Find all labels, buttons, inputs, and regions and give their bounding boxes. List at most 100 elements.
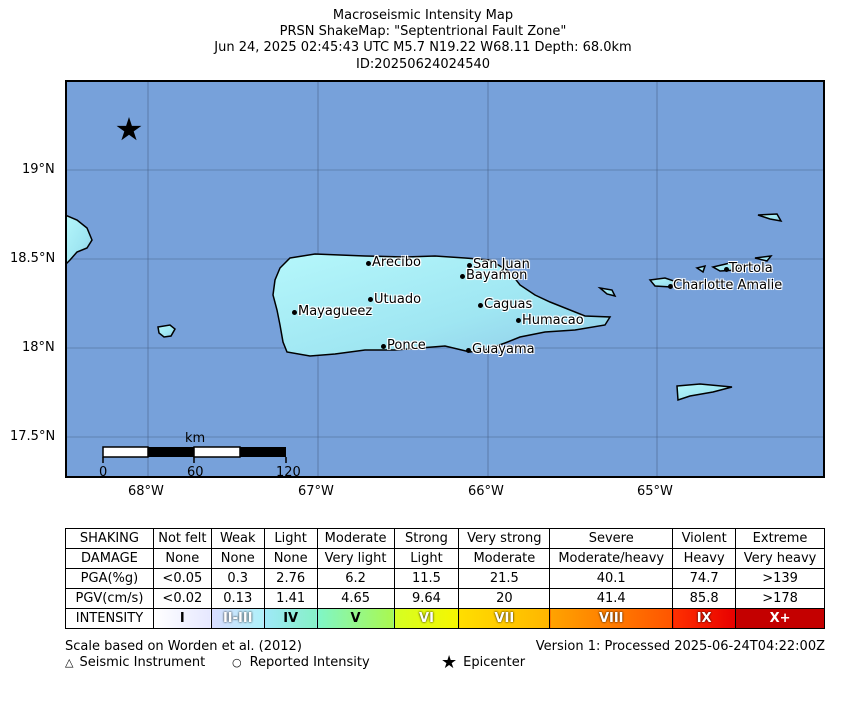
legend-cell: 21.5 [458, 568, 551, 589]
legend-cell: Severe [549, 528, 674, 549]
city-label-arecibo: Arecibo [372, 255, 421, 270]
city-label-san-juan: San Juan [473, 257, 530, 272]
intensity-swatch-ii-iii: II-III [210, 608, 265, 629]
lon-tick-65w: 65°W [637, 484, 673, 499]
intensity-legend-table: SHAKING Not felt Weak Light Moderate Str… [65, 528, 825, 629]
legend-reported-label: Reported Intensity [249, 655, 370, 670]
legend-cell: Not felt [152, 528, 212, 549]
city-label-ponce: Ponce [387, 338, 426, 353]
legend-cell: 6.2 [316, 568, 395, 589]
legend-cell: Moderate [316, 528, 395, 549]
legend-cell: Weak [210, 528, 265, 549]
legend-epicenter-label: Epicenter [463, 655, 526, 670]
scale-bar-label-60: 60 [187, 465, 204, 478]
scale-note: Scale based on Worden et al. (2012) [65, 639, 302, 654]
star-icon: ★ [441, 652, 458, 673]
hispaniola-coast [67, 214, 93, 264]
lat-tick-18n: 18°N [22, 340, 55, 355]
legend-label-pga: PGA(%g) [65, 568, 154, 589]
legend-cell: 85.8 [672, 588, 737, 609]
map-subtitle: PRSN ShakeMap: "Septentrional Fault Zone… [279, 24, 567, 39]
intensity-swatch-x-plus: X+ [735, 608, 825, 629]
event-summary: Jun 24, 2025 02:45:43 UTC M5.7 N19.22 W6… [214, 40, 632, 55]
lon-tick-66w: 66°W [468, 484, 504, 499]
city-label-tortola: Tortola [729, 261, 773, 276]
intensity-swatch-vi: VI [393, 608, 460, 629]
lat-tick-19n: 19°N [22, 162, 55, 177]
legend-cell: Heavy [672, 548, 737, 569]
city-dot-guayama [466, 348, 471, 353]
intensity-swatch-v: V [316, 608, 395, 629]
legend-row-damage: DAMAGE None None None Very light Light M… [65, 548, 825, 569]
legend-cell: Violent [672, 528, 737, 549]
legend-cell: 20 [458, 588, 551, 609]
legend-cell: 11.5 [393, 568, 460, 589]
city-dot-san-juan [467, 263, 472, 268]
intensity-swatch-vii: VII [458, 608, 551, 629]
lon-tick-68w: 68°W [128, 484, 164, 499]
city-dot-arecibo [366, 261, 371, 266]
legend-label-pgv: PGV(cm/s) [65, 588, 154, 609]
legend-label-shaking: SHAKING [65, 528, 154, 549]
legend-row-intensity: INTENSITY I II-III IV V VI VII VIII IX X… [65, 608, 825, 629]
city-label-utuado: Utuado [374, 292, 422, 307]
legend-cell: None [152, 548, 212, 569]
legend-row-pga: PGA(%g) <0.05 0.3 2.76 6.2 11.5 21.5 40.… [65, 568, 825, 589]
legend-instrument: △ Seismic Instrument [65, 655, 205, 670]
legend-label-intensity: INTENSITY [65, 608, 154, 629]
event-id: ID:20250624024540 [355, 57, 491, 72]
virgin-gorda [754, 254, 773, 262]
version-note: Version 1: Processed 2025-06-24T04:22:00… [535, 639, 825, 654]
legend-cell: Moderate [458, 548, 551, 569]
legend-cell: >139 [735, 568, 825, 589]
intensity-swatch-viii: VIII [549, 608, 674, 629]
legend-label-damage: DAMAGE [65, 548, 154, 569]
intensity-swatch-ix: IX [672, 608, 737, 629]
city-label-charlotte-amalie: Charlotte Amalie [673, 278, 783, 293]
legend-cell: <0.05 [152, 568, 212, 589]
scale-bar-unit: km [185, 431, 206, 446]
city-label-caguas: Caguas [484, 297, 533, 312]
circle-icon: ○ [232, 656, 242, 669]
city-label-mayagueez: Mayagueez [298, 304, 373, 319]
legend-cell: None [210, 548, 265, 569]
legend-cell: Very strong [458, 528, 551, 549]
legend-cell: 74.7 [672, 568, 737, 589]
city-label-guayama: Guayama [472, 342, 535, 357]
scale-bar-label-0: 0 [99, 465, 108, 478]
legend-cell: Light [393, 548, 460, 569]
lon-tick-67w: 67°W [298, 484, 334, 499]
legend-reported: ○ Reported Intensity [232, 655, 370, 670]
legend-cell: 0.3 [210, 568, 265, 589]
culebra [596, 286, 616, 297]
legend-cell: Strong [393, 528, 460, 549]
triangle-icon: △ [65, 656, 74, 669]
intensity-map[interactable]: Arecibo San Juan Bayamon Utuado Caguas M… [65, 80, 825, 478]
city-label-humacao: Humacao [522, 313, 584, 328]
legend-cell: <0.02 [152, 588, 212, 609]
legend-cell: None [263, 548, 318, 569]
scale-bar [101, 445, 287, 463]
intensity-swatch-i: I [152, 608, 212, 629]
legend-cell: Moderate/heavy [549, 548, 674, 569]
anegada [757, 212, 782, 222]
legend-cell: Light [263, 528, 318, 549]
puerto-rico [271, 252, 611, 357]
legend-instrument-label: Seismic Instrument [79, 655, 206, 670]
city-dot-caguas [478, 303, 483, 308]
legend-cell: 2.76 [263, 568, 318, 589]
legend-cell: 9.64 [393, 588, 460, 609]
legend-cell: 40.1 [549, 568, 674, 589]
lat-tick-17-5n: 17.5°N [10, 429, 56, 444]
tortola-island [710, 261, 745, 272]
city-dot-utuado [368, 297, 373, 302]
city-dot-ponce [381, 344, 386, 349]
legend-cell: Extreme [735, 528, 825, 549]
st-john [694, 264, 706, 273]
legend-cell: 0.13 [210, 588, 265, 609]
legend-row-pgv: PGV(cm/s) <0.02 0.13 1.41 4.65 9.64 20 4… [65, 588, 825, 609]
st-croix [675, 382, 732, 401]
legend-epicenter: ★ Epicenter [441, 652, 525, 673]
epicenter-icon [116, 116, 141, 140]
